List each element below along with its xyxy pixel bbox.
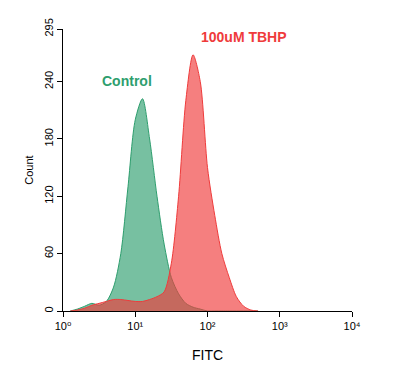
- svg-text:10³: 10³: [272, 320, 288, 332]
- svg-text:240: 240: [43, 71, 55, 89]
- svg-text:100uM TBHP: 100uM TBHP: [201, 29, 287, 45]
- svg-text:FITC: FITC: [192, 347, 223, 363]
- svg-text:180: 180: [43, 128, 55, 146]
- svg-text:10⁰: 10⁰: [55, 320, 72, 332]
- svg-text:10²: 10²: [200, 320, 216, 332]
- svg-text:10¹: 10¹: [127, 320, 143, 332]
- svg-text:Control: Control: [102, 73, 152, 89]
- svg-text:60: 60: [43, 246, 55, 258]
- svg-text:10⁴: 10⁴: [344, 320, 361, 332]
- svg-text:Count: Count: [23, 155, 35, 184]
- svg-text:0: 0: [43, 306, 55, 312]
- svg-text:120: 120: [43, 185, 55, 203]
- svg-text:295: 295: [43, 18, 55, 36]
